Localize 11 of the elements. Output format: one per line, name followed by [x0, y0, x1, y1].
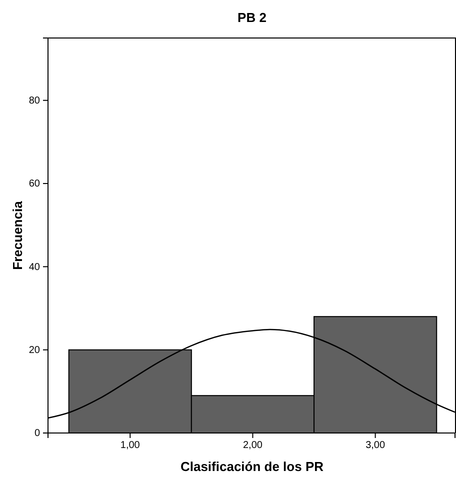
x-axis-title: Clasificación de los PR [180, 459, 324, 474]
chart-title: PB 2 [238, 10, 266, 25]
y-tick-label: 60 [28, 178, 40, 190]
y-tick-label: 40 [28, 262, 40, 273]
y-tick-label: 80 [28, 96, 40, 107]
y-axis-title: Frecuencia [10, 200, 25, 270]
y-tick-label: 20 [28, 345, 40, 356]
x-tick-label: 2,00 [242, 440, 263, 452]
y-tick-label: 0 [34, 428, 40, 440]
x-tick-label: 3,00 [366, 440, 386, 452]
x-tick-label: 1,00 [120, 440, 140, 452]
